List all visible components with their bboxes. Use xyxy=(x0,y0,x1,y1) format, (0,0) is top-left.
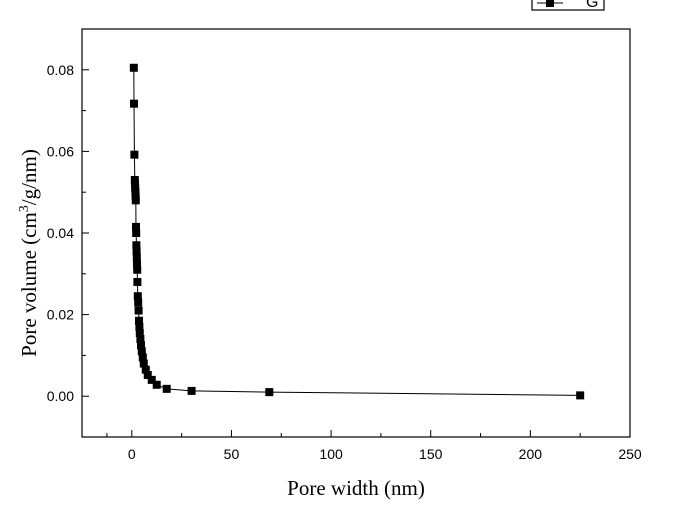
y-axis-title-sup: 3 xyxy=(17,205,32,212)
y-tick-label: 0.02 xyxy=(47,307,74,323)
data-point xyxy=(137,347,146,356)
data-point xyxy=(141,365,150,374)
data-point xyxy=(131,180,140,189)
y-tick-label: 0.06 xyxy=(47,143,74,159)
data-point xyxy=(132,222,140,231)
data-point xyxy=(152,380,161,389)
data-point xyxy=(131,196,140,205)
data-point xyxy=(133,277,142,286)
data-point xyxy=(162,384,171,393)
data-point xyxy=(134,306,143,315)
axis-ticks: 0 50 100 150 200 250 0.00 0.02 0.04 0.06 0.08 xyxy=(47,28,642,462)
data-point xyxy=(136,341,145,350)
data-point xyxy=(133,259,141,268)
plot-frame xyxy=(81,28,631,438)
data-point xyxy=(130,99,139,108)
data-point xyxy=(147,375,156,384)
data-point xyxy=(139,359,148,368)
y-tick-label: 0.08 xyxy=(47,62,74,78)
data-point xyxy=(130,175,139,184)
data-point xyxy=(131,192,140,201)
data-point xyxy=(132,253,141,262)
data-point xyxy=(576,391,585,400)
y-tick-label: 0.04 xyxy=(47,225,74,241)
data-point xyxy=(143,370,152,379)
data-point xyxy=(130,150,139,159)
x-tick-label: 50 xyxy=(224,446,240,462)
data-point xyxy=(265,388,274,397)
data-point xyxy=(134,316,143,325)
x-axis-title: Pore width (nm) xyxy=(287,476,425,500)
y-axis-title-main: Pore volume (cm xyxy=(17,212,41,357)
data-point xyxy=(131,188,140,197)
x-tick-label: 100 xyxy=(319,446,343,462)
data-point xyxy=(132,247,141,256)
legend-box xyxy=(531,0,605,11)
data-point xyxy=(135,328,144,337)
y-axis-title-tail: /g/nm) xyxy=(17,149,41,205)
data-point xyxy=(129,63,138,72)
y-tick-label: 0.00 xyxy=(47,388,74,404)
data-series xyxy=(129,63,585,400)
legend: G xyxy=(531,0,605,11)
data-point xyxy=(132,229,141,237)
data-point xyxy=(136,335,145,344)
data-point xyxy=(133,265,142,274)
x-tick-label: 0 xyxy=(128,446,136,462)
data-point xyxy=(132,241,141,250)
y-axis-title: Pore volume (cm3/g/nm) xyxy=(17,149,41,357)
data-point xyxy=(131,184,140,193)
data-point xyxy=(187,386,196,395)
series-line xyxy=(133,67,581,396)
legend-square-marker xyxy=(546,0,554,7)
data-point xyxy=(133,292,142,301)
x-tick-label: 200 xyxy=(519,446,543,462)
data-point xyxy=(135,322,144,331)
legend-label: G xyxy=(586,0,598,11)
data-point xyxy=(138,353,147,362)
x-tick-label: 250 xyxy=(618,446,642,462)
data-point xyxy=(134,298,143,307)
x-tick-label: 150 xyxy=(419,446,443,462)
